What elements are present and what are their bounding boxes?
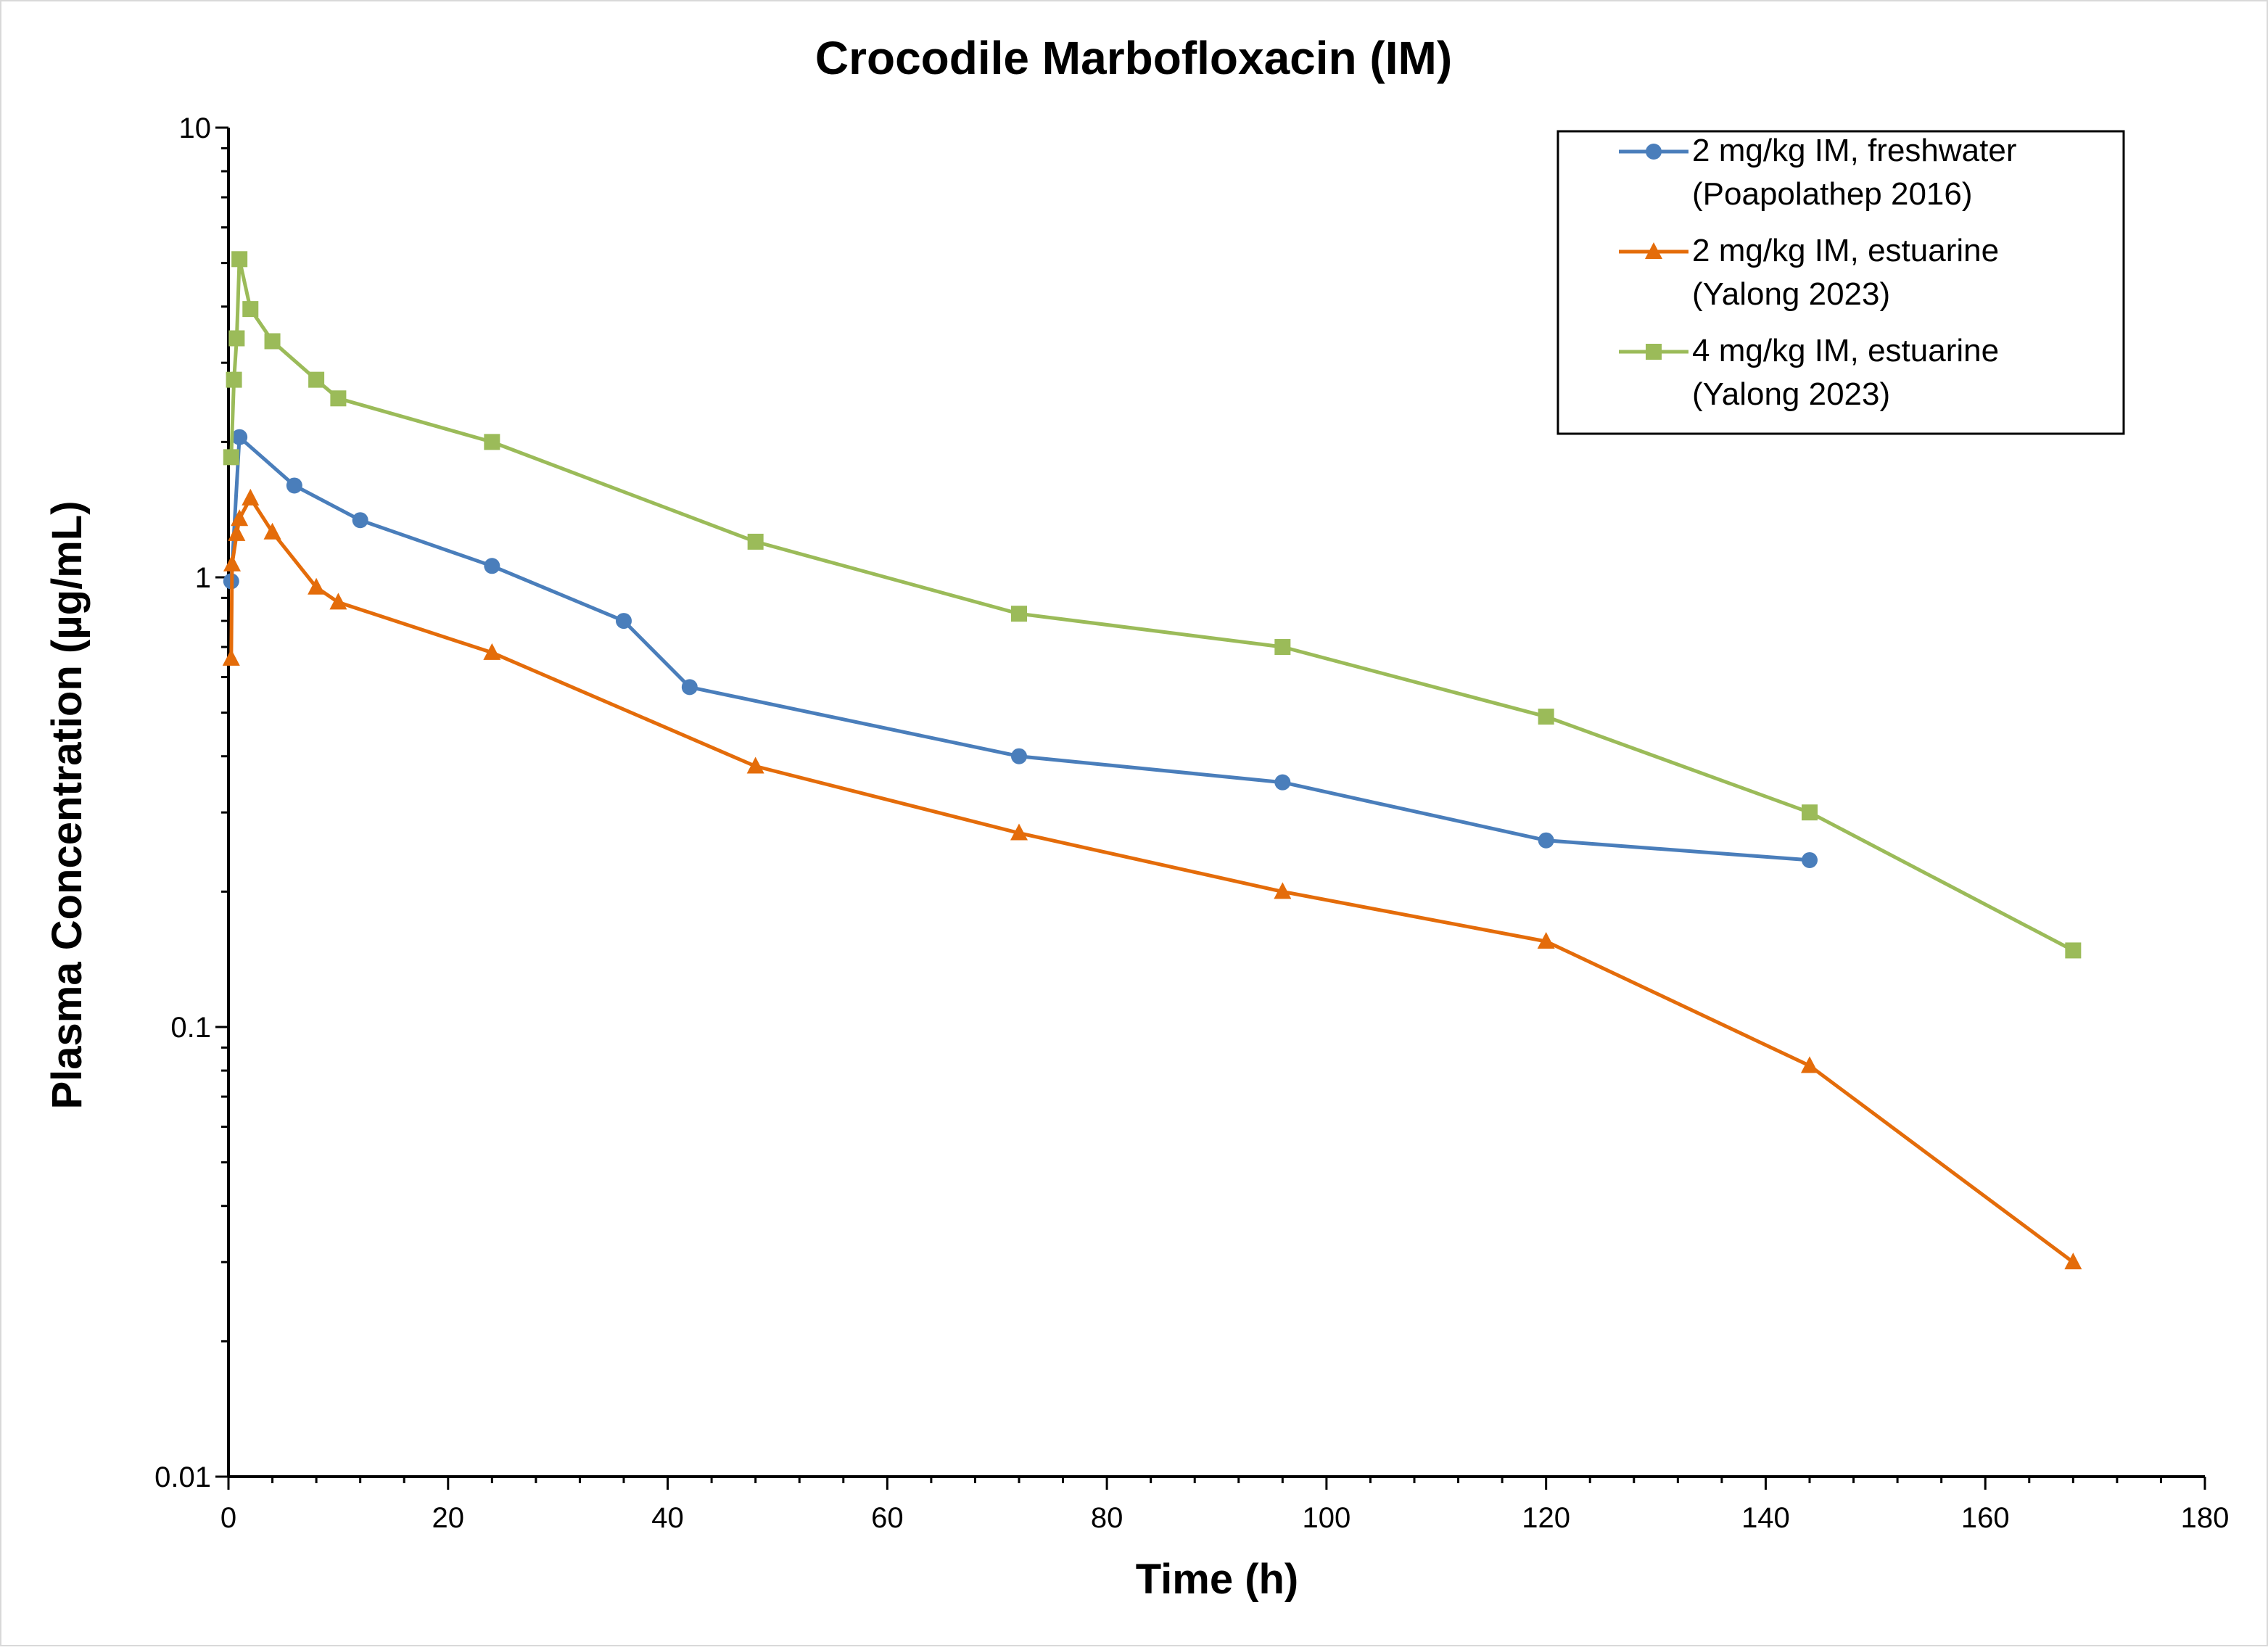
y-tick-label: 10 <box>179 112 212 144</box>
data-point <box>231 429 248 445</box>
data-point <box>1011 748 1027 764</box>
legend-item: 4 mg/kg IM, estuarine (Yalong 2023) <box>1619 333 1999 412</box>
x-tick-label: 120 <box>1522 1502 1570 1534</box>
data-point <box>308 577 326 595</box>
data-point <box>231 509 249 527</box>
data-point <box>2064 1253 2082 1270</box>
x-tick-label: 140 <box>1741 1502 1790 1534</box>
data-point <box>484 434 500 450</box>
series-layer <box>222 251 2082 1270</box>
x-axis-label: Time (h) <box>1136 1556 1299 1603</box>
legend: 2 mg/kg IM, freshwater (Poapolathep 2016)… <box>1556 130 2125 435</box>
y-tick-label: 0.1 <box>170 1012 211 1044</box>
data-point <box>308 371 325 388</box>
x-tick-label: 20 <box>432 1502 465 1534</box>
data-point <box>231 251 248 268</box>
x-tick-label: 100 <box>1303 1502 1351 1534</box>
data-point <box>222 648 240 666</box>
y-axis-label: Plasma Concentration (µg/mL) <box>44 500 91 1109</box>
x-tick-label: 180 <box>2181 1502 2230 1534</box>
legend-box <box>1556 130 2125 435</box>
data-point <box>242 301 259 318</box>
data-point <box>747 533 764 550</box>
data-point <box>1011 606 1027 622</box>
legend-marker <box>1646 344 1662 360</box>
legend-item: 2 mg/kg IM, freshwater (Poapolathep 2016) <box>1619 133 2016 212</box>
legend-label: (Yalong 2023) <box>1692 376 1890 412</box>
x-tick-label: 80 <box>1091 1502 1123 1534</box>
data-point <box>242 488 260 506</box>
legend-marker <box>1646 144 1662 160</box>
data-point <box>484 558 500 574</box>
data-point <box>1802 804 1818 821</box>
data-point <box>746 756 764 774</box>
data-point <box>1538 709 1554 725</box>
data-point <box>228 524 246 541</box>
y-tick-label: 1 <box>195 562 211 594</box>
data-point <box>1538 832 1554 849</box>
data-point <box>263 522 281 540</box>
data-point <box>1274 774 1291 791</box>
data-point <box>1274 639 1291 656</box>
data-point <box>616 613 632 630</box>
data-point <box>329 593 347 610</box>
data-point <box>1274 882 1292 899</box>
legend-marker <box>1645 242 1662 259</box>
axes: 0 20 40 60 80 100 120 140 160 180 0.01 0.1 1 10 <box>154 112 2229 1534</box>
chart-title: Crocodile Marbofloxacin (IM) <box>815 32 1452 84</box>
data-point <box>352 512 368 529</box>
legend-label: (Yalong 2023) <box>1692 276 1890 312</box>
data-point <box>286 477 302 494</box>
data-point <box>330 390 347 407</box>
legend-label: 4 mg/kg IM, estuarine <box>1692 333 1999 368</box>
legend-label: 2 mg/kg IM, estuarine <box>1692 233 1999 268</box>
series-1 <box>223 429 1818 868</box>
data-point <box>1802 851 1818 868</box>
x-tick-label: 0 <box>220 1502 236 1534</box>
y-tick-label: 0.01 <box>154 1461 211 1493</box>
data-point <box>228 330 245 347</box>
x-tick-label: 40 <box>651 1502 684 1534</box>
data-point <box>1537 931 1555 949</box>
data-point <box>226 371 242 388</box>
data-point <box>223 554 241 572</box>
data-point <box>264 333 281 350</box>
legend-label: (Poapolathep 2016) <box>1692 176 1973 212</box>
legend-label: 2 mg/kg IM, freshwater <box>1692 133 2016 168</box>
x-tick-label: 160 <box>1961 1502 2010 1534</box>
data-point <box>1801 1056 1818 1073</box>
series-3 <box>223 251 2082 959</box>
data-point <box>681 679 698 696</box>
data-point <box>483 643 501 660</box>
data-point <box>223 449 239 466</box>
data-point <box>2065 942 2082 959</box>
legend-item: 2 mg/kg IM, estuarine (Yalong 2023) <box>1619 233 1999 312</box>
x-tick-label: 60 <box>871 1502 904 1534</box>
series-2 <box>222 488 2082 1270</box>
data-point <box>1010 823 1028 841</box>
